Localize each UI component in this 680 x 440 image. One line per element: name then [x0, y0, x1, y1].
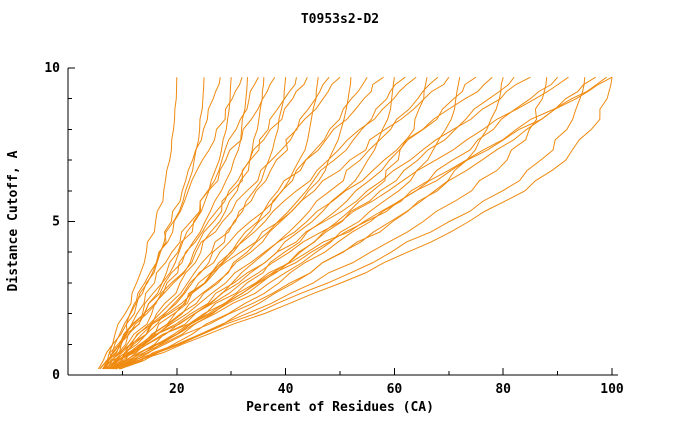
series-line: [111, 76, 384, 370]
chart-title: T0953s2-D2: [300, 12, 380, 27]
series-line: [112, 77, 504, 370]
series-line: [111, 77, 461, 370]
series-line: [109, 76, 330, 370]
series-line: [108, 76, 531, 370]
x-tick-label: 40: [278, 382, 294, 397]
x-axis-label: Percent of Residues (CA): [246, 400, 434, 415]
y-tick-label: 0: [52, 368, 60, 383]
x-tick-label: 20: [169, 382, 185, 397]
series-line: [106, 76, 259, 370]
series-line: [102, 77, 243, 370]
series-line: [99, 77, 249, 370]
series-line: [113, 76, 493, 370]
series-line: [115, 77, 586, 370]
series-line: [102, 77, 297, 370]
y-tick-label: 5: [52, 215, 60, 230]
series-line: [112, 77, 319, 370]
series-line: [104, 76, 569, 370]
series-line: [105, 77, 287, 370]
y-tick-label: 10: [44, 61, 60, 76]
x-tick-label: 60: [387, 382, 403, 397]
series-line: [111, 76, 368, 370]
series-line: [105, 77, 221, 370]
x-tick-label: 80: [495, 382, 511, 397]
x-tick-label: 100: [600, 382, 624, 397]
series-line: [103, 76, 276, 370]
series-line: [115, 77, 613, 370]
series-line: [101, 76, 450, 370]
series-line: [115, 76, 607, 370]
series-line: [102, 77, 178, 370]
series-line: [120, 76, 596, 370]
series-line: [111, 76, 515, 370]
series-line: [107, 76, 406, 370]
series-line: [99, 76, 341, 370]
series-line: [105, 76, 613, 370]
series-line: [118, 76, 558, 370]
series-line: [104, 76, 308, 370]
series-line: [113, 76, 439, 370]
series-line: [115, 77, 428, 370]
